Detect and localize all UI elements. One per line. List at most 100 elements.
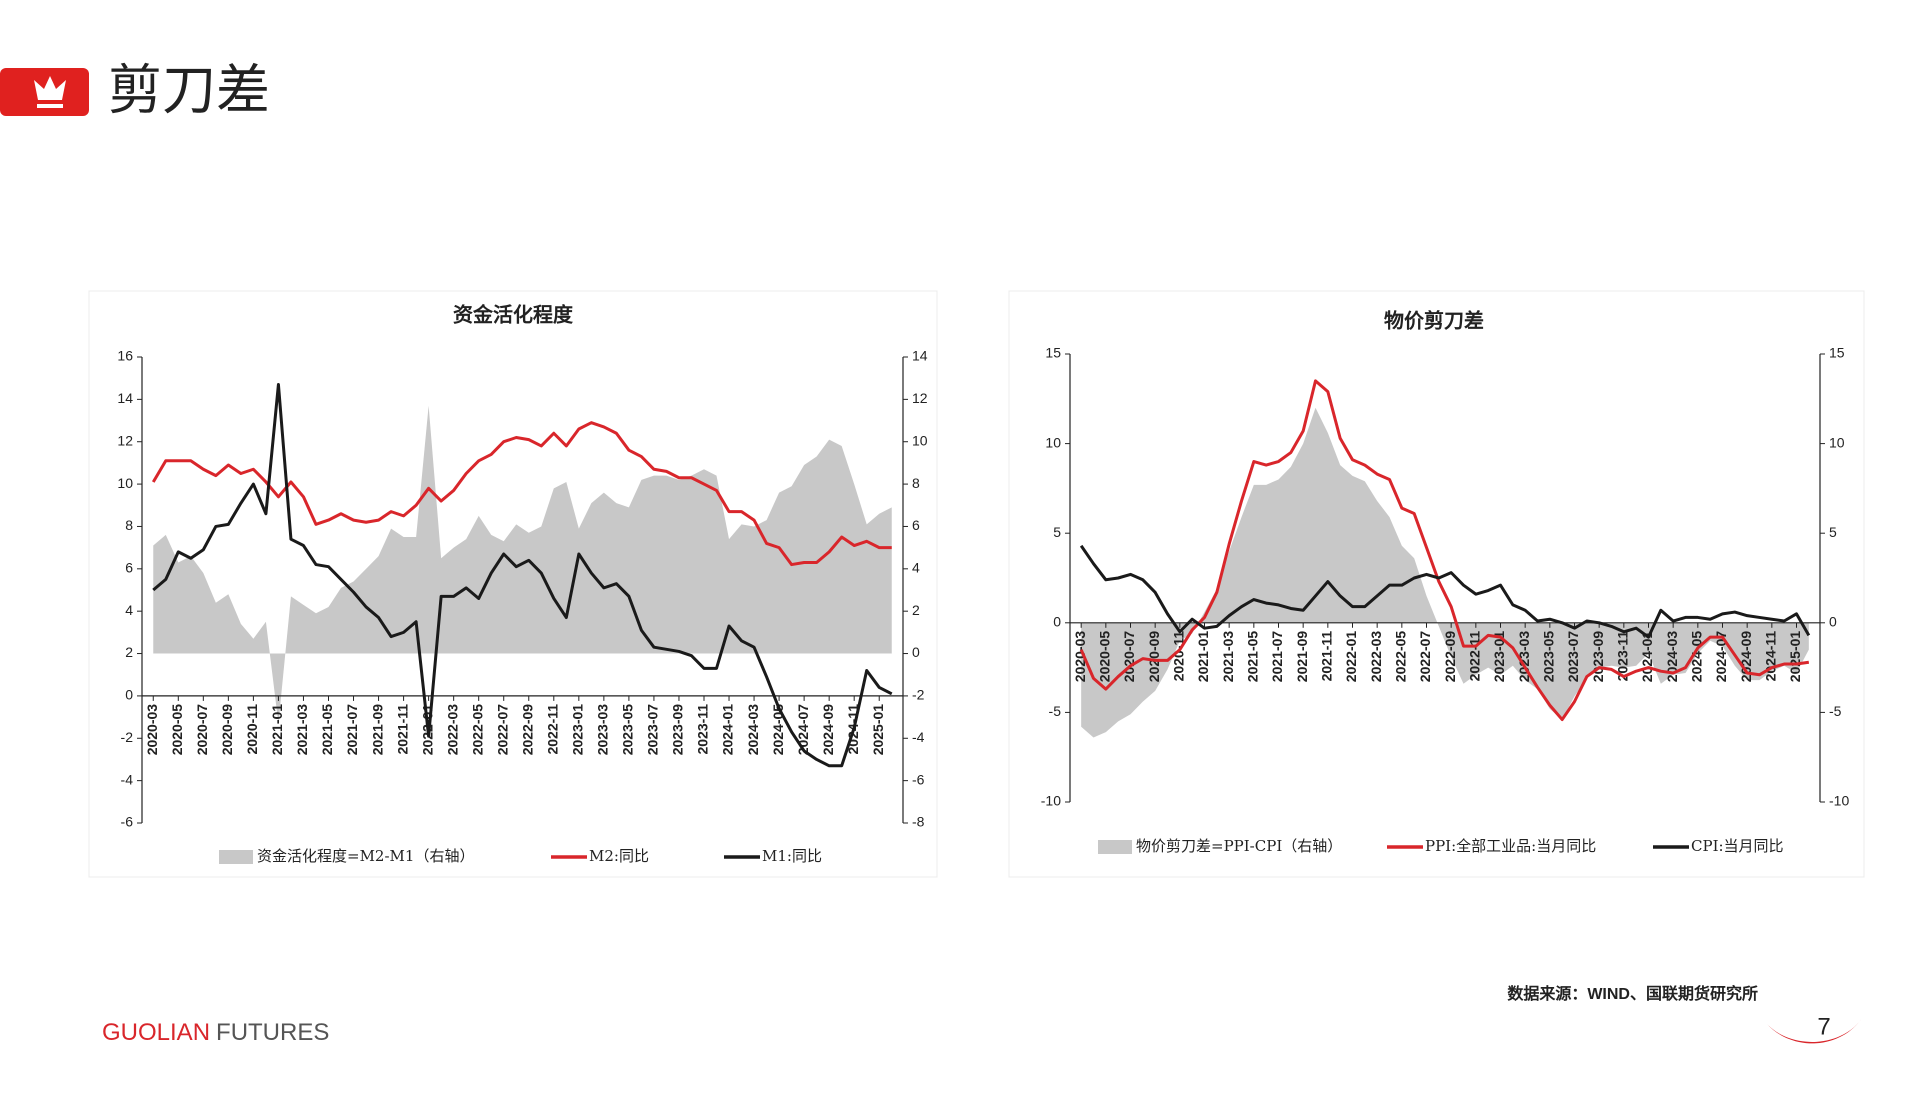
- y-tick-label: -4: [121, 771, 134, 787]
- x-tick-label: 2023-11: [695, 704, 711, 755]
- x-tick-label: 2022-03: [444, 704, 460, 756]
- y2-tick-label: 10: [912, 432, 928, 448]
- x-tick-label: 2020-09: [1146, 631, 1162, 683]
- y2-tick-label: -8: [912, 814, 925, 830]
- chart-frame: [1008, 290, 1865, 878]
- y-tick-label: -2: [121, 729, 134, 745]
- x-tick-label: 2021-09: [369, 704, 385, 756]
- x-tick-label: 2021-11: [394, 704, 410, 755]
- area-series: [1081, 407, 1809, 738]
- x-tick-label: 2023-01: [1491, 631, 1507, 683]
- x-tick-label: 2023-05: [1541, 631, 1557, 683]
- chart-title: 资金活化程度: [453, 302, 574, 326]
- y2-tick-label: -4: [912, 729, 925, 745]
- x-tick-label: 2021-03: [294, 704, 310, 756]
- y2-tick-label: 8: [912, 475, 920, 491]
- y-tick-label: 15: [1045, 345, 1061, 361]
- x-tick-label: 2024-09: [1738, 631, 1754, 683]
- y2-tick-label: 0: [912, 644, 920, 660]
- legend-label: M1:同比: [762, 847, 822, 865]
- brand-secondary: FUTURES: [216, 1019, 329, 1046]
- x-tick-label: 2022-05: [469, 704, 485, 756]
- page-arc: [1767, 1018, 1862, 1044]
- x-tick-label: 2021-01: [1195, 631, 1211, 683]
- y-tick-label: -5: [1049, 703, 1062, 719]
- legend-swatch: [219, 850, 253, 864]
- x-tick-label: 2021-07: [344, 704, 360, 756]
- line-series: [1079, 379, 1810, 722]
- x-tick-label: 2021-05: [319, 704, 335, 756]
- x-tick-label: 2020-07: [194, 704, 210, 756]
- x-tick-label: 2023-01: [570, 704, 586, 756]
- x-tick-label: 2024-09: [820, 704, 836, 756]
- x-tick-label: 2020-03: [144, 704, 160, 756]
- x-tick-label: 2020-09: [219, 704, 235, 756]
- y-tick-label: 5: [1053, 524, 1061, 540]
- page-number: 7: [1817, 1013, 1830, 1040]
- x-tick-label: 2022-11: [1467, 631, 1483, 682]
- x-tick-label: 2020-11: [244, 704, 260, 755]
- line-series: [151, 421, 892, 567]
- x-tick-label: 2022-07: [1417, 631, 1433, 683]
- y-tick-label: 10: [1045, 434, 1061, 450]
- legend-label: CPI:当月同比: [1691, 837, 1784, 855]
- legend-label: 资金活化程度=M2-M1（右轴）: [257, 847, 474, 865]
- x-tick-label: 2025-01: [1787, 631, 1803, 683]
- x-tick-label: 2022-11: [544, 704, 560, 755]
- y2-tick-label: -2: [912, 687, 925, 703]
- y2-tick-label: 15: [1829, 345, 1845, 361]
- line-series: [1079, 544, 1811, 639]
- x-tick-label: 2024-05: [770, 704, 786, 756]
- source-note: 数据来源：WIND、国联期货研究所: [1507, 984, 1758, 1003]
- chart-title: 物价剪刀差: [1384, 308, 1484, 332]
- x-tick-label: 2020-05: [1097, 631, 1113, 683]
- x-tick-label: 2021-11: [1319, 631, 1335, 682]
- x-tick-label: 2020-07: [1121, 631, 1137, 683]
- x-tick-label: 2023-03: [595, 704, 611, 756]
- y2-tick-label: -10: [1829, 793, 1849, 809]
- crown-icon: [34, 76, 66, 108]
- y2-tick-label: -5: [1829, 703, 1842, 719]
- x-tick-label: 2022-01: [1343, 631, 1359, 683]
- legend-swatch: [1098, 840, 1132, 854]
- x-tick-label: 2022-09: [519, 704, 535, 756]
- y2-tick-label: 0: [1829, 614, 1837, 630]
- x-tick-label: 2021-05: [1245, 631, 1261, 683]
- brand-primary: GUOLIAN: [102, 1019, 210, 1046]
- x-tick-label: 2024-05: [1689, 631, 1705, 683]
- y2-tick-label: 4: [912, 560, 920, 576]
- x-tick-label: 2022-09: [1442, 631, 1458, 683]
- y-tick-label: -6: [121, 814, 134, 830]
- y-tick-label: 2: [125, 644, 133, 660]
- charts: 资金活化程度 -6 -4 -2 0 2 4 6 8 10 12 14 16 -8 -6 -4 -2 0 2 4 6 8 10…: [117, 302, 1849, 865]
- x-tick-label: 2021-07: [1269, 631, 1285, 683]
- x-tick-label: 2021-03: [1220, 631, 1236, 683]
- y2-tick-label: 10: [1829, 434, 1845, 450]
- line-series: [152, 383, 893, 768]
- y-tick-label: 0: [125, 687, 133, 703]
- x-tick-label: 2024-03: [745, 704, 761, 756]
- y-tick-label: 0: [1053, 614, 1061, 630]
- y-tick-label: 10: [117, 475, 133, 491]
- x-tick-label: 2021-01: [269, 704, 285, 756]
- x-tick-label: 2024-01: [720, 704, 736, 756]
- legend-label: PPI:全部工业品:当月同比: [1425, 837, 1596, 855]
- y2-tick-label: 14: [912, 348, 928, 364]
- x-tick-label: 2020-03: [1072, 631, 1088, 683]
- x-tick-label: 2024-01: [1639, 631, 1655, 683]
- legend-label: M2:同比: [589, 847, 649, 865]
- x-tick-label: 2020-05: [169, 704, 185, 756]
- y-tick-label: 14: [117, 390, 133, 406]
- y2-tick-label: 12: [912, 390, 928, 406]
- y2-tick-label: 2: [912, 602, 920, 618]
- x-tick-label: 2021-09: [1294, 631, 1310, 683]
- x-tick-label: 2022-03: [1368, 631, 1384, 683]
- x-tick-label: 2022-07: [494, 704, 510, 756]
- x-tick-label: 2023-07: [645, 704, 661, 756]
- y-tick-label: 12: [117, 432, 133, 448]
- y-tick-label: 6: [125, 560, 133, 576]
- x-tick-label: 2023-05: [620, 704, 636, 756]
- x-tick-label: 2025-01: [870, 704, 886, 756]
- y2-tick-label: 6: [912, 517, 920, 533]
